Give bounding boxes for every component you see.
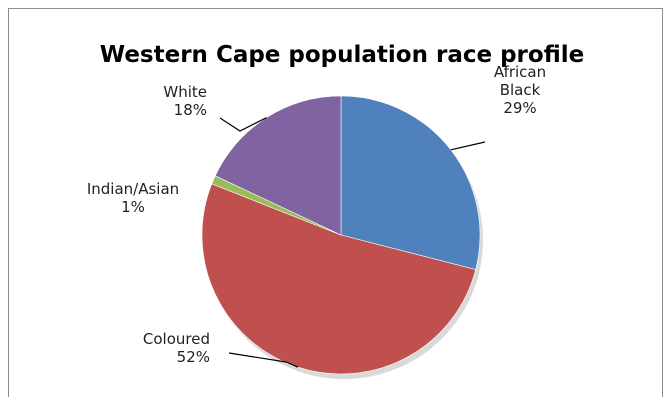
slice-label-0-1: Black: [500, 81, 541, 99]
slice-label-2-1: 1%: [121, 198, 145, 216]
slice-label-2-0: Indian/Asian: [87, 180, 179, 198]
slice-label-1-1: 52%: [177, 348, 210, 366]
slice-label-0-0: African: [494, 63, 546, 81]
pie-slice-coloured: [201, 183, 476, 375]
slice-label-3-1: 18%: [174, 101, 207, 119]
leader-lines: [219, 117, 486, 368]
pie-slices: [201, 95, 481, 375]
slice-label-1-0: Coloured: [143, 330, 210, 348]
slice-label-0-2: 29%: [503, 99, 536, 117]
leader-line-white: [219, 117, 267, 132]
pie-slice-white: [214, 95, 342, 236]
leader-line-coloured: [228, 352, 299, 368]
leader-line-african-black: [450, 141, 486, 151]
slice-label-3-0: White: [163, 83, 207, 101]
chart-title: Western Cape population race profile: [100, 42, 584, 68]
